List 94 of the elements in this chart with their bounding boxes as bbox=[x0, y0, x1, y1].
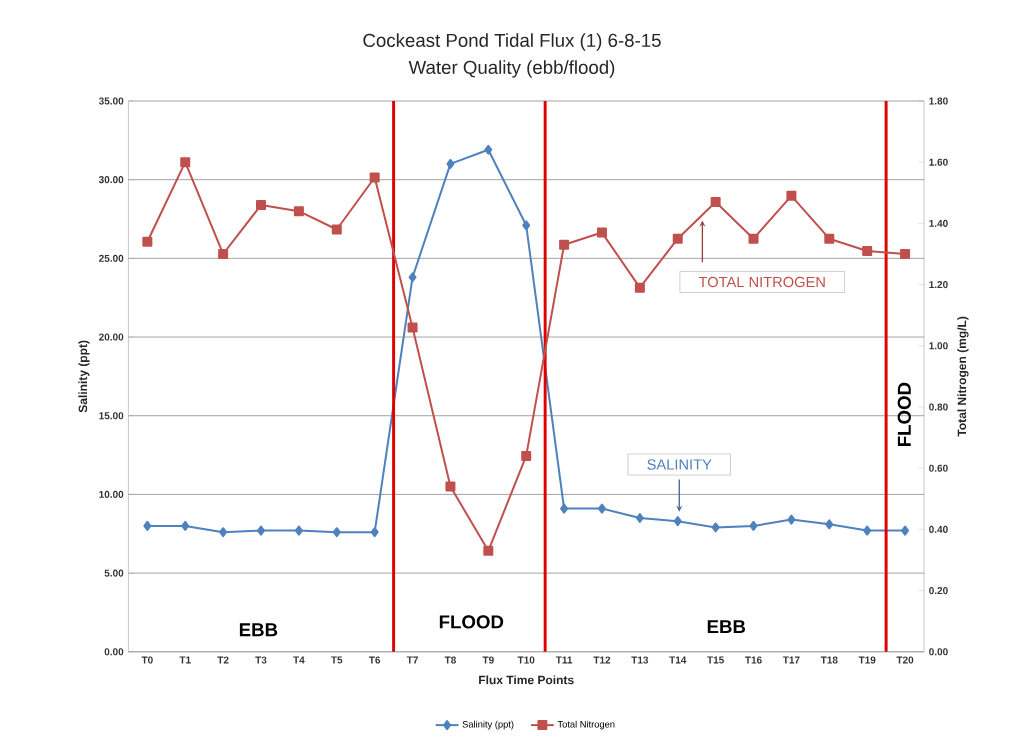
point bbox=[863, 525, 872, 536]
x-tick-label: T18 bbox=[820, 656, 838, 664]
y-tick-label: 10.00 bbox=[99, 490, 124, 498]
x-tick-label: T2 bbox=[217, 656, 229, 664]
y2-axis-title: Total Nitrogen (mg/L) bbox=[957, 316, 969, 437]
y-tick-label: 30.00 bbox=[98, 176, 124, 184]
annotation: EBB bbox=[707, 620, 746, 634]
y2-tick-label: 1.40 bbox=[929, 219, 948, 227]
point bbox=[862, 245, 873, 256]
point bbox=[787, 514, 796, 525]
x-tick-label: T9 bbox=[482, 656, 494, 664]
y2-tick-label: 0.40 bbox=[929, 525, 948, 533]
x-tick-label: T0 bbox=[141, 656, 153, 664]
point bbox=[408, 272, 417, 283]
x-tick-label: T3 bbox=[255, 656, 267, 664]
x-tick-label: T11 bbox=[555, 656, 573, 664]
x-axis-title: Flux Time Points bbox=[479, 675, 574, 685]
point bbox=[143, 520, 152, 531]
annotation: SALINITY bbox=[647, 459, 712, 470]
y2-tick-label: 0.80 bbox=[929, 403, 948, 411]
x-tick-label: T17 bbox=[782, 656, 800, 664]
point bbox=[219, 527, 228, 538]
annotation: EBB bbox=[239, 623, 278, 637]
chart-subtitle: Water Quality (ebb/flood) bbox=[408, 60, 615, 78]
point bbox=[521, 450, 532, 461]
point bbox=[786, 190, 797, 201]
point bbox=[596, 227, 607, 238]
point bbox=[560, 503, 569, 514]
x-tick-label: T14 bbox=[669, 656, 687, 664]
x-tick-label: T15 bbox=[707, 656, 724, 664]
point bbox=[484, 144, 493, 155]
point bbox=[257, 525, 266, 536]
point bbox=[749, 520, 758, 531]
x-tick-label: T8 bbox=[444, 656, 456, 664]
point bbox=[900, 248, 911, 259]
point bbox=[710, 196, 721, 207]
point bbox=[672, 233, 683, 244]
point bbox=[635, 513, 644, 524]
x-tick-label: T20 bbox=[896, 656, 914, 664]
x-tick-label: T6 bbox=[368, 656, 381, 664]
y-tick-label: 20.00 bbox=[99, 333, 124, 341]
point bbox=[218, 248, 229, 259]
y2-tick-label: 1.00 bbox=[929, 342, 948, 350]
point bbox=[522, 220, 531, 231]
point bbox=[446, 158, 455, 169]
x-tick-label: T5 bbox=[331, 656, 343, 664]
point bbox=[901, 525, 910, 536]
point bbox=[369, 172, 380, 183]
y-tick-label: 0.00 bbox=[104, 648, 124, 656]
point bbox=[407, 322, 418, 333]
point bbox=[483, 545, 494, 556]
point bbox=[332, 527, 341, 538]
x-tick-label: T19 bbox=[858, 656, 876, 664]
y2-tick-label: 1.60 bbox=[929, 158, 948, 166]
annotation: FLOOD bbox=[439, 615, 504, 629]
y-axis-title: Salinity (ppt) bbox=[78, 340, 90, 413]
point bbox=[293, 206, 304, 217]
y2-tick-label: 0.00 bbox=[929, 648, 948, 656]
point bbox=[634, 282, 645, 293]
x-tick-label: T1 bbox=[179, 656, 191, 664]
annotation: TOTAL NITROGEN bbox=[698, 276, 825, 288]
point bbox=[445, 481, 456, 492]
x-tick-label: T16 bbox=[745, 656, 762, 664]
point bbox=[181, 520, 190, 531]
x-tick-label: T13 bbox=[631, 656, 649, 664]
y2-tick-label: 0.60 bbox=[929, 464, 948, 472]
chart-title: Cockeast Pond Tidal Flux (1) 6-8-15 bbox=[363, 33, 661, 51]
point bbox=[559, 239, 570, 250]
point bbox=[370, 527, 379, 538]
point bbox=[825, 519, 834, 530]
annotation: FLOOD bbox=[897, 382, 911, 447]
x-tick-label: T12 bbox=[593, 656, 611, 664]
point bbox=[824, 233, 835, 244]
y2-tick-label: 1.80 bbox=[929, 97, 948, 105]
point bbox=[597, 503, 606, 514]
point bbox=[142, 236, 153, 247]
y-tick-label: 5.00 bbox=[104, 569, 124, 577]
y-tick-label: 25.00 bbox=[99, 254, 124, 262]
legend-label: Salinity (ppt) bbox=[462, 720, 514, 730]
point bbox=[256, 200, 267, 211]
y-tick-label: 15.00 bbox=[99, 412, 124, 420]
point bbox=[711, 522, 720, 533]
x-tick-label: T10 bbox=[517, 656, 535, 664]
y-tick-label: 35.00 bbox=[98, 97, 124, 105]
point bbox=[294, 525, 303, 536]
y2-tick-label: 1.20 bbox=[929, 281, 948, 289]
y2-tick-label: 0.20 bbox=[929, 587, 948, 595]
point bbox=[748, 233, 759, 244]
point bbox=[673, 516, 682, 527]
x-tick-label: T7 bbox=[406, 656, 418, 664]
legend-label: Total Nitrogen bbox=[557, 720, 615, 730]
x-tick-label: T4 bbox=[293, 656, 305, 664]
point bbox=[180, 157, 191, 168]
point bbox=[331, 224, 342, 235]
